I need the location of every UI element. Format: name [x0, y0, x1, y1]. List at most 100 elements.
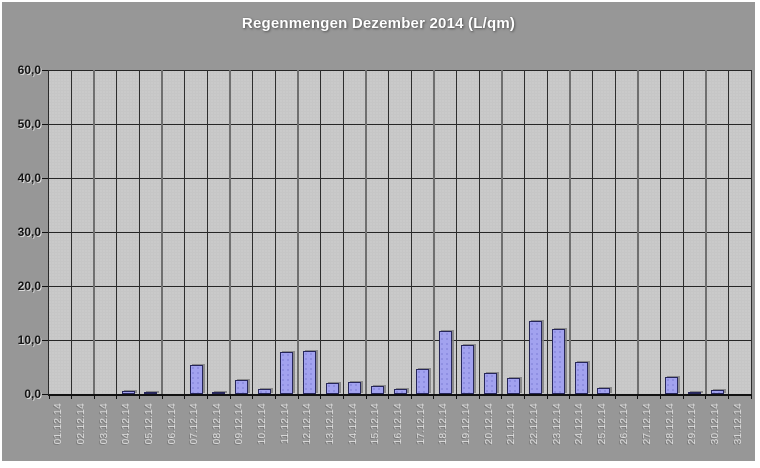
x-axis-label: 30.12.14 — [710, 403, 722, 445]
vertical-gridline — [704, 70, 707, 394]
bar — [212, 392, 226, 394]
x-axis-label: 22.12.14 — [528, 403, 540, 445]
vertical-gridline — [478, 70, 480, 394]
bar — [461, 345, 475, 394]
horizontal-gridline — [49, 124, 751, 125]
x-axis-tick — [727, 394, 729, 399]
x-axis-tick — [614, 394, 616, 399]
x-axis-tick — [705, 394, 707, 399]
x-axis-tick — [139, 394, 141, 399]
x-axis-label: 20.12.14 — [483, 403, 495, 445]
y-axis-tick — [42, 339, 48, 341]
bar — [597, 388, 611, 394]
x-axis-tick — [433, 394, 435, 399]
bar — [144, 392, 158, 394]
plot-area: 60,0 50,0 40,0 30,0 20,0 10,0 0,0 01.12.14 02.12… — [18, 63, 752, 444]
vertical-gridline — [229, 70, 232, 394]
vertical-gridline — [750, 70, 752, 394]
vertical-gridline — [727, 70, 729, 394]
x-axis-label: 25.12.14 — [596, 403, 608, 445]
bar — [348, 382, 362, 394]
y-axis-tick — [42, 123, 48, 125]
x-axis-label: 03.12.14 — [98, 403, 110, 445]
x-axis-label: 16.12.14 — [393, 403, 404, 445]
bar — [393, 388, 407, 394]
vertical-gridline — [524, 70, 526, 394]
vertical-gridline — [116, 70, 118, 394]
bar — [552, 329, 566, 394]
x-axis-label: 13.12.14 — [325, 403, 337, 445]
chart-canvas: Regenmengen Dezember 2014 (L/qm) 60,0 50,… — [2, 2, 755, 461]
x-axis-label: 07.12.14 — [189, 403, 201, 445]
x-axis-label: 17.12.14 — [415, 403, 427, 445]
x-axis-label: 01.12.14 — [53, 403, 65, 445]
y-axis-label: 20,0 — [17, 279, 41, 293]
bar — [257, 388, 271, 394]
x-axis-label: 05.12.14 — [143, 403, 155, 445]
bar — [710, 389, 724, 394]
vertical-gridline — [636, 70, 639, 394]
horizontal-gridline — [49, 70, 751, 71]
horizontal-gridline — [49, 340, 751, 341]
x-axis-tick — [501, 394, 503, 399]
vertical-gridline — [456, 70, 458, 394]
vertical-gridline — [659, 70, 661, 394]
vertical-gridline — [342, 70, 344, 394]
x-axis-label: 27.12.14 — [642, 403, 654, 445]
x-axis-tick — [342, 394, 344, 399]
y-axis-label: 40,0 — [17, 171, 41, 185]
x-axis-tick — [637, 394, 639, 399]
x-axis-tick — [410, 394, 412, 399]
x-axis-tick — [569, 394, 571, 399]
x-axis-tick — [71, 394, 73, 399]
vertical-gridline — [591, 70, 593, 394]
x-axis-tick — [546, 394, 548, 399]
vertical-gridline — [388, 70, 390, 394]
y-axis-label: 50,0 — [17, 117, 41, 131]
x-axis-label: 23.12.14 — [551, 403, 563, 445]
horizontal-gridline — [49, 232, 751, 233]
y-axis-label: 60,0 — [17, 63, 41, 77]
x-axis-tick — [750, 394, 752, 399]
x-axis-label: 09.12.14 — [234, 403, 246, 445]
y-axis-tick — [42, 177, 48, 179]
bar — [665, 376, 679, 394]
x-axis-label: 31.12.14 — [732, 403, 744, 445]
bar — [302, 351, 316, 394]
x-axis-label: 19.12.14 — [460, 403, 472, 445]
bar — [438, 331, 452, 394]
vertical-gridline — [568, 70, 571, 394]
x-axis-tick — [48, 394, 50, 399]
vertical-gridline — [207, 70, 209, 394]
bar — [370, 386, 384, 394]
bar — [416, 368, 430, 394]
x-axis-label: 26.12.14 — [619, 403, 631, 445]
x-axis-tick — [184, 394, 186, 399]
vertical-gridline — [410, 70, 412, 394]
vertical-gridline — [546, 70, 548, 394]
x-axis-label: 12.12.14 — [302, 403, 314, 445]
x-axis-label: 24.12.14 — [574, 403, 586, 445]
x-axis-label: 29.12.14 — [687, 403, 699, 445]
vertical-gridline — [432, 70, 435, 394]
x-axis-label: 04.12.14 — [121, 403, 133, 445]
vertical-gridline — [320, 70, 322, 394]
x-axis-tick — [682, 394, 684, 399]
y-axis-tick — [42, 285, 48, 287]
vertical-gridline — [184, 70, 186, 394]
bar — [484, 373, 498, 394]
x-axis-tick — [252, 394, 254, 399]
x-axis-tick — [229, 394, 231, 399]
bar — [325, 383, 339, 394]
bar — [574, 361, 588, 394]
x-axis-label: 02.12.14 — [75, 403, 87, 445]
x-axis-label: 28.12.14 — [664, 403, 676, 445]
horizontal-gridline — [49, 178, 751, 179]
x-axis-label: 06.12.14 — [166, 403, 178, 445]
x-axis-tick — [116, 394, 118, 399]
chart-title: Regenmengen Dezember 2014 (L/qm) — [241, 15, 516, 32]
y-axis-tick — [42, 231, 48, 233]
x-axis-label: 11.12.14 — [279, 403, 291, 444]
vertical-gridline — [139, 70, 141, 394]
bar — [189, 364, 203, 394]
